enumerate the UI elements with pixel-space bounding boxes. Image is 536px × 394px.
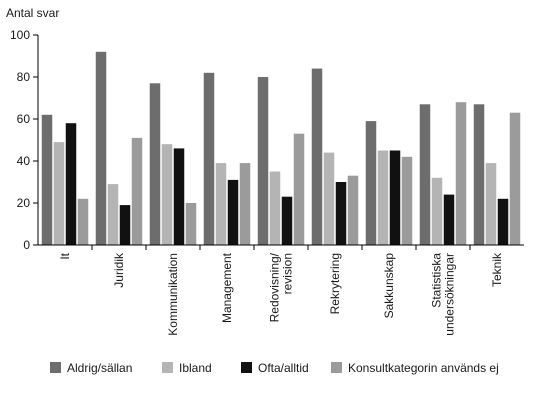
y-tick-label: 40 — [17, 154, 31, 168]
legend-label: Konsultkategorin används ej — [348, 361, 499, 375]
legend: Aldrig/sällan Ibland Ofta/alltid Konsultkat… — [50, 361, 499, 375]
bar — [173, 148, 185, 245]
bars — [41, 51, 521, 245]
x-axis: It Juridik Kommunikation Management Redovisn… — [38, 244, 524, 336]
x-tick-label: Statistiskaundersökningar — [430, 253, 457, 336]
bar — [389, 150, 401, 245]
x-tick-label: Management — [220, 252, 234, 323]
bar — [215, 163, 227, 245]
bar — [41, 114, 53, 245]
x-tick-label: Sakkunskap — [382, 253, 396, 319]
x-tick-label-line: Rekrytering — [328, 253, 342, 314]
bar — [497, 198, 509, 245]
legend-swatch — [241, 362, 252, 373]
bar — [377, 150, 389, 245]
bar — [149, 83, 161, 245]
bar — [347, 175, 359, 245]
bar — [431, 177, 443, 245]
legend-label: Ofta/alltid — [258, 361, 309, 375]
y-tick-label: 20 — [17, 196, 31, 210]
x-tick-label-line: Management — [220, 252, 234, 323]
y-tick-label: 0 — [23, 238, 30, 252]
x-tick-label-line: undersökningar — [443, 253, 457, 336]
bar — [185, 203, 197, 245]
bar — [107, 184, 119, 245]
bar — [131, 137, 143, 245]
legend-swatch — [331, 362, 342, 373]
bar — [281, 196, 293, 245]
x-tick-label: Juridik — [112, 252, 126, 288]
bar — [473, 104, 485, 245]
x-tick-label-line: Juridik — [112, 252, 126, 288]
bar — [443, 194, 455, 245]
bar — [419, 104, 431, 245]
x-tick-label-line: Kommunikation — [166, 253, 180, 336]
bar — [119, 205, 131, 245]
bar — [293, 133, 305, 245]
y-axis-label: Antal svar — [6, 6, 59, 20]
x-tick-label-line: Redovisning/ — [268, 252, 282, 322]
legend-swatch — [50, 362, 61, 373]
bar — [161, 144, 173, 245]
legend-label: Ibland — [179, 361, 212, 375]
bar — [77, 198, 89, 245]
bar — [311, 68, 323, 245]
bar — [509, 112, 521, 245]
x-tick-label: Kommunikation — [166, 253, 180, 336]
x-tick-label-line: revision — [281, 253, 295, 294]
bar — [485, 163, 497, 245]
bar — [227, 179, 239, 245]
bar — [257, 77, 269, 245]
x-tick-label: It — [58, 252, 72, 259]
x-tick-label: Teknik — [490, 252, 504, 287]
legend-label: Aldrig/sällan — [67, 361, 132, 375]
bar — [335, 182, 347, 245]
bar — [239, 163, 251, 245]
bar — [95, 51, 107, 245]
y-axis: 0 20 40 60 80 100 — [10, 28, 39, 252]
x-tick-label-line: It — [58, 252, 72, 259]
bar — [401, 156, 413, 245]
y-tick-label: 100 — [10, 28, 30, 42]
bar — [269, 171, 281, 245]
x-tick-label: Rekrytering — [328, 253, 342, 314]
bar — [455, 102, 467, 245]
y-tick-label: 60 — [17, 112, 31, 126]
bar — [53, 142, 65, 245]
bar — [203, 72, 215, 245]
x-tick-label-line: Teknik — [490, 252, 504, 287]
x-tick-label: Redovisning/revision — [268, 252, 295, 322]
y-tick-label: 80 — [17, 70, 31, 84]
bar — [365, 121, 377, 245]
bar — [65, 123, 77, 245]
legend-swatch — [162, 362, 173, 373]
x-tick-label-line: Statistiska — [430, 253, 444, 308]
x-tick-label-line: Sakkunskap — [382, 253, 396, 319]
bar — [323, 152, 335, 245]
